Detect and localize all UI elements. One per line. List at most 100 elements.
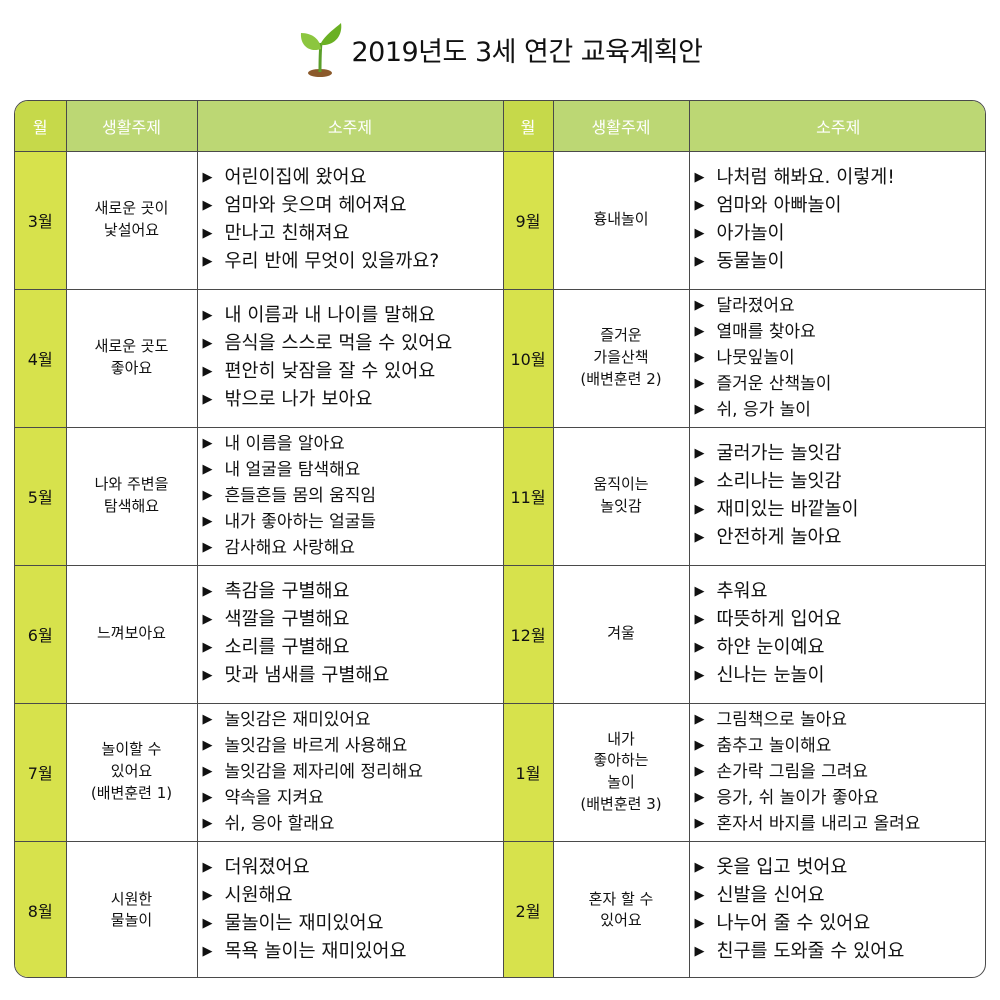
triangle-bullet-icon: ▶ <box>694 668 705 683</box>
triangle-bullet-icon: ▶ <box>694 888 705 904</box>
subtopic-text: 열매를 찾아요 <box>716 322 816 342</box>
triangle-bullet-icon: ▶ <box>694 402 705 417</box>
month-cell: 2월 <box>502 840 554 977</box>
list-item: ▶ 시원해요 <box>203 882 503 910</box>
life-theme-cell: 나와 주변을 탐색해요 <box>65 426 198 566</box>
list-item: ▶ 내가 좋아하는 얼굴들 <box>203 509 503 535</box>
triangle-bullet-icon: ▶ <box>202 336 213 351</box>
list-item: ▶ 하얀 눈이예요 <box>695 634 986 662</box>
life-theme-cell: 놀이할 수 있어요 (배변훈련 1) <box>65 702 198 842</box>
list-item: ▶ 응가, 쉬 놀이가 좋아요 <box>694 785 986 811</box>
list-item: ▶ 내 얼굴을 탐색해요 <box>203 457 503 483</box>
subtopic-cell: ▶ 굴러가는 놀잇감 ▶ 소리나는 놀잇감 ▶ 재미있는 바깥놀이 ▶ 안전하게 놀아요 <box>688 426 986 566</box>
subtopic-cell: ▶ 내 이름을 알아요 ▶ 내 얼굴을 탐색해요 ▶ 흔들흔들 몸의 움직임 ▶ 내가 좋아하… <box>196 426 504 566</box>
triangle-bullet-icon: ▶ <box>202 816 213 831</box>
sprout-icon <box>301 23 342 77</box>
subtopic-list: ▶ 추워요 ▶ 따뜻하게 입어요 ▶ 하얀 눈이예요 ▶ 신나는 눈놀이 <box>694 578 986 690</box>
list-item: ▶ 친구를 도와줄 수 있어요 <box>694 938 986 966</box>
subtopic-cell: ▶ 놀잇감은 재미있어요 ▶ 놀잇감을 바르게 사용해요 ▶ 놀잇감을 제자리에 정리해요… <box>196 702 504 842</box>
triangle-bullet-icon: ▶ <box>694 712 705 727</box>
month-cell: 1월 <box>502 702 554 842</box>
subtopic-cell: ▶ 달라졌어요 ▶ 열매를 찾아요 ▶ 나뭇잎놀이 ▶ 즐거운 산책놀이 ▶ 쉬, 응가 놀이 <box>688 288 986 428</box>
subtopic-list: ▶ 나처럼 해봐요. 이렇게! ▶ 엄마와 아빠놀이 ▶ 아가놀이 ▶ 동물놀이 <box>695 164 986 276</box>
subtopic-text: 밖으로 나가 보아요 <box>224 389 373 410</box>
list-item: ▶ 목욕 놀이는 재미있어요 <box>203 938 503 966</box>
subtopic-text: 쉬, 응아 할래요 <box>224 814 335 834</box>
month-cell: 6월 <box>15 564 67 704</box>
list-item: ▶ 열매를 찾아요 <box>695 319 986 345</box>
triangle-bullet-icon: ▶ <box>202 738 213 753</box>
triangle-bullet-icon: ▶ <box>202 392 213 407</box>
triangle-bullet-icon: ▶ <box>202 612 213 627</box>
list-item: ▶ 감사해요 사랑해요 <box>203 535 503 561</box>
triangle-bullet-icon: ▶ <box>202 308 213 323</box>
table-row: 8월 시원한 물놀이 ▶ 더워졌어요 ▶ 시원해요 ▶ 물놀이는 재미있어요 ▶ 목욕 놀이는 재… <box>15 840 986 977</box>
subtopic-text: 시원해요 <box>224 885 293 907</box>
subtopic-text: 놀잇감을 바르게 사용해요 <box>224 736 408 756</box>
subtopic-text: 따뜻하게 입어요 <box>716 609 842 630</box>
life-theme-cell: 새로운 곳이 낯설어요 <box>65 150 198 290</box>
subtopic-list: ▶ 촉감을 구별해요 ▶ 색깔을 구별해요 ▶ 소리를 구별해요 ▶ 맛과 냄새를 구별해요 <box>203 578 503 690</box>
title-bar: 2019년도 3세 연간 교육계획안 <box>0 14 1000 84</box>
list-item: ▶ 소리를 구별해요 <box>203 634 503 662</box>
month-cell: 10월 <box>502 288 554 428</box>
triangle-bullet-icon: ▶ <box>202 640 213 655</box>
subtopic-text: 추워요 <box>716 581 768 602</box>
subtopic-cell: ▶ 그림책으로 놀아요 ▶ 춤추고 놀이해요 ▶ 손가락 그림을 그려요 ▶ 응가, 쉬 놀이… <box>688 702 986 842</box>
subtopic-text: 약속을 지켜요 <box>224 788 324 808</box>
header-month: 월 <box>502 101 554 152</box>
list-item: ▶ 색깔을 구별해요 <box>203 606 503 634</box>
list-item: ▶ 소리나는 놀잇감 <box>694 468 986 496</box>
list-item: ▶ 놀잇감을 제자리에 정리해요 <box>203 759 503 785</box>
list-item: ▶ 물놀이는 재미있어요 <box>203 910 503 938</box>
list-item: ▶ 혼자서 바지를 내리고 올려요 <box>694 811 986 837</box>
triangle-bullet-icon: ▶ <box>202 488 213 503</box>
subtopic-text: 내 얼굴을 탐색해요 <box>224 460 361 480</box>
list-item: ▶ 춤추고 놀이해요 <box>694 733 986 759</box>
life-theme-cell: 움직이는 놀잇감 <box>552 426 690 566</box>
triangle-bullet-icon: ▶ <box>694 944 705 960</box>
list-item: ▶ 손가락 그림을 그려요 <box>694 759 986 785</box>
triangle-bullet-icon: ▶ <box>202 860 213 876</box>
triangle-bullet-icon: ▶ <box>694 474 705 489</box>
triangle-bullet-icon: ▶ <box>694 764 705 779</box>
triangle-bullet-icon: ▶ <box>694 816 705 831</box>
triangle-bullet-icon: ▶ <box>694 790 705 805</box>
subtopic-text: 목욕 놀이는 재미있어요 <box>224 941 407 963</box>
triangle-bullet-icon: ▶ <box>202 584 213 599</box>
list-item: ▶ 쉬, 응아 할래요 <box>203 811 503 837</box>
header-subtopic: 소주제 <box>196 101 504 152</box>
list-item: ▶ 놀잇감을 바르게 사용해요 <box>203 733 503 759</box>
subtopic-text: 나뭇잎놀이 <box>716 348 795 368</box>
list-item: ▶ 달라졌어요 <box>694 293 986 319</box>
subtopic-cell: ▶ 어린이집에 왔어요 ▶ 엄마와 웃으며 헤어져요 ▶ 만나고 친해져요 ▶ 우리 반에 무… <box>196 150 504 290</box>
subtopic-cell: ▶ 더워졌어요 ▶ 시원해요 ▶ 물놀이는 재미있어요 ▶ 목욕 놀이는 재미있어요 <box>196 840 504 977</box>
subtopic-text: 굴러가는 놀잇감 <box>716 443 842 464</box>
subtopic-text: 더워졌어요 <box>224 857 310 879</box>
subtopic-text: 감사해요 사랑해요 <box>224 538 356 558</box>
list-item: ▶ 재미있는 바깥놀이 <box>694 496 986 524</box>
subtopic-list: ▶ 그림책으로 놀아요 ▶ 춤추고 놀이해요 ▶ 손가락 그림을 그려요 ▶ 응가, 쉬 놀이… <box>694 707 986 837</box>
month-cell: 4월 <box>15 288 67 428</box>
list-item: ▶ 신발을 신어요 <box>694 882 986 910</box>
subtopic-text: 하얀 눈이예요 <box>716 637 825 658</box>
subtopic-text: 아가놀이 <box>716 223 785 244</box>
subtopic-text: 옷을 입고 벗어요 <box>716 857 848 879</box>
triangle-bullet-icon: ▶ <box>694 298 705 313</box>
life-theme-cell: 내가 좋아하는 놀이 (배변훈련 3) <box>552 702 690 842</box>
header-month: 월 <box>15 101 67 152</box>
subtopic-text: 우리 반에 무엇이 있을까요? <box>224 251 440 272</box>
list-item: ▶ 따뜻하게 입어요 <box>695 606 986 634</box>
list-item: ▶ 옷을 입고 벗어요 <box>695 854 986 882</box>
list-item: ▶ 더워졌어요 <box>203 854 503 882</box>
subtopic-text: 달라졌어요 <box>716 296 795 316</box>
month-cell: 5월 <box>15 426 67 566</box>
subtopic-text: 재미있는 바깥놀이 <box>716 499 859 520</box>
month-cell: 7월 <box>15 702 67 842</box>
list-item: ▶ 내 이름과 내 나이를 말해요 <box>203 302 503 330</box>
subtopic-text: 소리를 구별해요 <box>224 637 350 658</box>
triangle-bullet-icon: ▶ <box>694 738 705 753</box>
triangle-bullet-icon: ▶ <box>694 502 705 517</box>
list-item: ▶ 추워요 <box>695 578 986 606</box>
list-item: ▶ 편안히 낮잠을 잘 수 있어요 <box>203 358 503 386</box>
